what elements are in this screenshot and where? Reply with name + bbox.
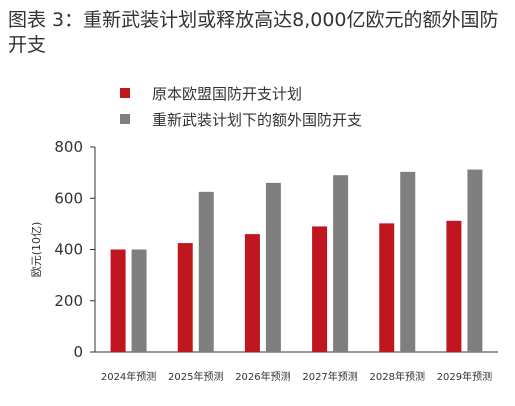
y-tick-label: 600	[54, 189, 83, 207]
y-axis-label: 欧元(10亿)	[30, 222, 43, 278]
bar-baseline-5	[446, 220, 462, 352]
legend-swatch-baseline	[120, 88, 130, 98]
chart-title: 图表 3：重新武装计划或释放高达8,000亿欧元的额外国防开支	[8, 9, 499, 56]
bar-baseline-0	[110, 249, 126, 352]
x-tick-label: 2025年预测	[168, 370, 223, 383]
bar-baseline-4	[379, 223, 395, 352]
bar-baseline-1	[177, 243, 193, 352]
x-tick-label: 2028年预测	[370, 370, 425, 383]
legend-label-rearm: 重新武装计划下的额外国防开支	[152, 110, 363, 129]
legend-label-baseline: 原本欧盟国防开支计划	[152, 84, 303, 103]
legend: 原本欧盟国防开支计划 重新武装计划下的额外国防开支	[120, 82, 362, 134]
bar-baseline-2	[244, 234, 260, 352]
bar-rearm-2	[265, 182, 281, 352]
x-tick-label: 2029年预测	[437, 370, 492, 383]
y-tick-label: 400	[54, 241, 83, 259]
y-tick-label: 800	[54, 138, 83, 156]
bar-rearm-5	[467, 169, 483, 352]
bar-baseline-3	[312, 226, 328, 352]
bar-rearm-0	[131, 249, 147, 352]
x-tick-label: 2024年预测	[101, 370, 156, 383]
bar-rearm-1	[198, 191, 214, 352]
legend-swatch-rearm	[120, 114, 130, 124]
bar-rearm-4	[400, 171, 416, 352]
x-tick-label: 2026年预测	[235, 370, 290, 383]
legend-item-rearm: 重新武装计划下的额外国防开支	[120, 108, 362, 130]
x-tick-label: 2027年预测	[302, 370, 357, 383]
y-tick-label: 0	[73, 343, 83, 361]
bar-rearm-3	[333, 175, 349, 352]
legend-item-baseline: 原本欧盟国防开支计划	[120, 82, 362, 104]
y-tick-label: 200	[54, 292, 83, 310]
